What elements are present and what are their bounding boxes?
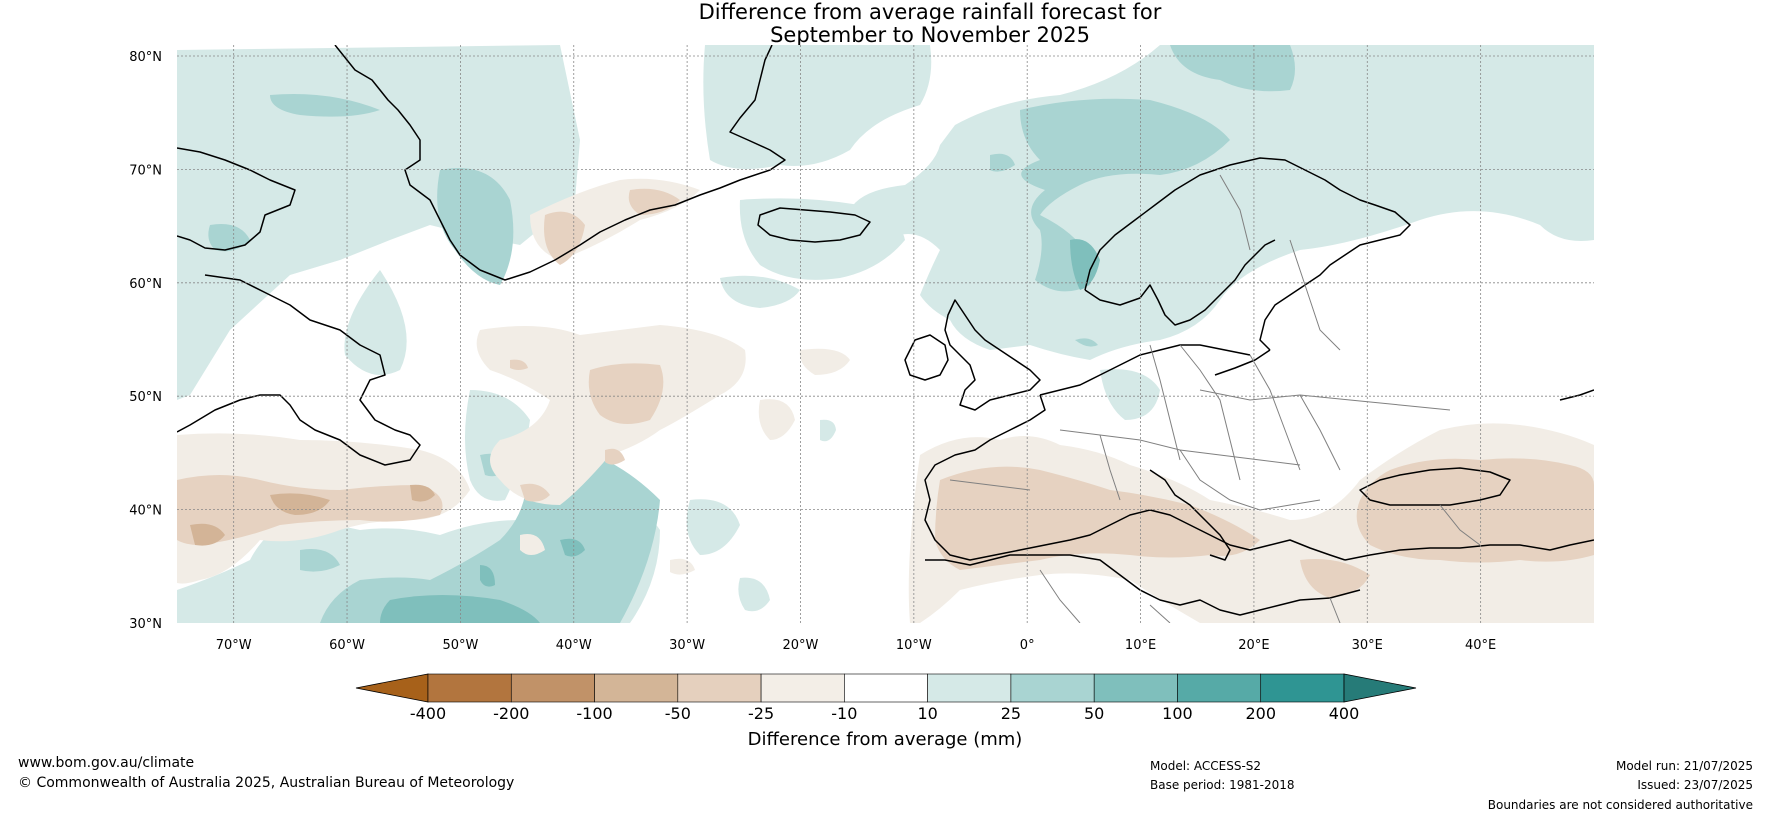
colorbar-tick-label: -10 (831, 704, 857, 723)
lon-tick-label: 0° (1020, 638, 1035, 653)
colorbar-bin (760, 673, 845, 703)
colorbar-bin (1010, 673, 1095, 703)
model-text: Model: ACCESS-S2 (1150, 759, 1262, 773)
lon-tick-label: 60°W (329, 638, 365, 653)
model-run-text: Model run: 21/07/2025 (1615, 759, 1753, 773)
colorbar: -400 -200 -100 -50 -25 -10 10 25 50 100 200 400 (355, 673, 1417, 723)
base-period-text: Base period: 1981-2018 (1150, 778, 1295, 792)
colorbar-tick-label: 100 (1162, 704, 1193, 723)
colorbar-bin (844, 673, 928, 703)
colorbar-extend-high (1343, 673, 1417, 703)
colorbar-tick-label: -400 (410, 704, 446, 723)
country-borders (949, 174, 1481, 623)
colorbar-bin (1177, 673, 1262, 703)
lon-tick-label: 30°W (669, 638, 705, 653)
lon-tick-label: 20°E (1238, 638, 1269, 653)
lat-tick-label: 30°N (129, 617, 162, 632)
lon-tick-label: 40°E (1465, 638, 1496, 653)
colorbar-axis-label: Difference from average (mm) (748, 729, 1023, 750)
lat-tick-label: 70°N (129, 163, 162, 178)
longitude-labels: 70°W 60°W 50°W 40°W 30°W 20°W 10°W 0° 10°E 20°E 30… (216, 638, 1497, 653)
lat-tick-label: 40°N (129, 504, 162, 519)
lon-tick-label: 20°W (783, 638, 819, 653)
colorbar-tick-label: 50 (1084, 704, 1104, 723)
colorbar-tick-label: 400 (1329, 704, 1360, 723)
colorbar-bin (927, 673, 1012, 703)
colorbar-tick-label: 200 (1245, 704, 1276, 723)
colorbar-tick-label: 10 (917, 704, 937, 723)
colorbar-tick-label: -50 (665, 704, 691, 723)
wet-anomaly-50-100 (380, 239, 1100, 623)
lat-tick-label: 60°N (129, 277, 162, 292)
issued-text: Issued: 23/07/2025 (1637, 778, 1753, 792)
lat-tick-label: 50°N (129, 390, 162, 405)
coastlines (177, 45, 1594, 616)
lon-tick-label: 30°E (1352, 638, 1383, 653)
latitude-labels: 80°N 70°N 60°N 50°N 40°N 30°N (129, 50, 162, 632)
lon-tick-label: 10°W (896, 638, 932, 653)
lat-tick-label: 80°N (129, 50, 162, 65)
colorbar-bin (1093, 673, 1178, 703)
colorbar-extend-low (355, 673, 429, 703)
title-line-2: September to November 2025 (770, 23, 1090, 47)
colorbar-bin (427, 673, 512, 703)
lon-tick-label: 70°W (216, 638, 252, 653)
colorbar-tick-label: -200 (493, 704, 529, 723)
lon-tick-label: 50°W (442, 638, 478, 653)
website-text: www.bom.gov.au/climate (18, 755, 195, 771)
colorbar-bin (510, 673, 595, 703)
colorbar-tick-label: 25 (1001, 704, 1021, 723)
colorbar-tick-label: -100 (576, 704, 612, 723)
disclaimer-text: Boundaries are not considered authoritat… (1487, 798, 1753, 812)
colorbar-bin (1260, 673, 1345, 703)
lon-tick-label: 40°W (556, 638, 592, 653)
graticule (177, 45, 1594, 623)
copyright-text: © Commonwealth of Australia 2025, Austra… (18, 775, 515, 791)
lon-tick-label: 10°E (1125, 638, 1156, 653)
colorbar-bin (594, 673, 679, 703)
title-line-1: Difference from average rainfall forecas… (698, 0, 1162, 24)
colorbar-bin (677, 673, 762, 703)
colorbar-tick-label: -25 (748, 704, 774, 723)
anomaly-field (177, 45, 1594, 623)
